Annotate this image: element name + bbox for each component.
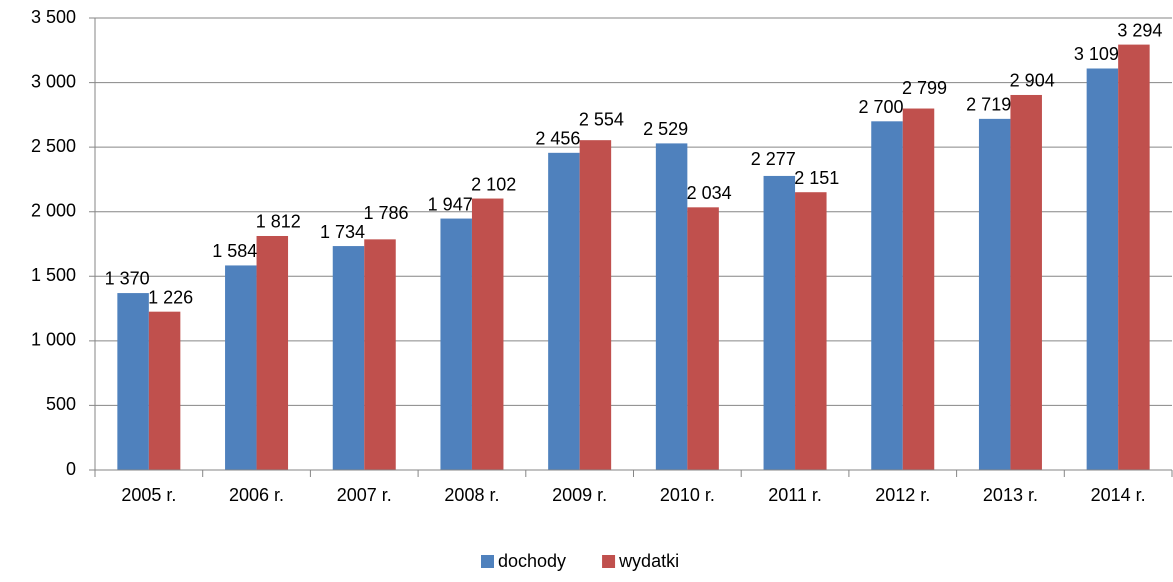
data-label: 1 734 <box>320 222 365 242</box>
x-tick-label: 2011 r. <box>768 485 822 505</box>
x-tick-label: 2008 r. <box>444 485 499 505</box>
bar <box>795 192 827 470</box>
data-label: 2 719 <box>966 95 1011 115</box>
bar <box>440 218 472 470</box>
x-tick-label: 2006 r. <box>229 485 284 505</box>
data-label: 1 812 <box>256 212 301 232</box>
data-label: 3 294 <box>1117 20 1162 40</box>
x-tick-label: 2005 r. <box>121 485 176 505</box>
x-tick-label: 2007 r. <box>337 485 392 505</box>
legend-swatch <box>481 555 494 568</box>
bar <box>1086 68 1119 470</box>
data-label: 1 584 <box>212 241 257 261</box>
y-tick-label: 2 500 <box>31 136 76 156</box>
y-tick-label: 1 000 <box>31 330 76 350</box>
y-tick-label: 2 000 <box>31 200 76 220</box>
data-label: 2 529 <box>643 119 688 139</box>
data-label: 1 947 <box>428 194 473 214</box>
bar <box>579 140 612 471</box>
bar <box>332 246 365 470</box>
bar <box>148 311 181 470</box>
bar <box>687 207 719 470</box>
y-tick-label: 3 500 <box>31 7 76 27</box>
data-label: 1 786 <box>363 203 408 223</box>
data-label: 2 904 <box>1010 71 1055 91</box>
bar <box>655 143 688 471</box>
bar <box>763 175 796 470</box>
y-tick-label: 500 <box>46 394 76 414</box>
bar <box>256 235 289 470</box>
bar <box>471 198 504 470</box>
legend-swatch <box>602 555 616 568</box>
legend-label: wydatki <box>618 551 679 571</box>
y-tick-label: 0 <box>66 459 76 479</box>
x-tick-label: 2014 r. <box>1091 485 1146 505</box>
bar <box>978 118 1011 471</box>
y-tick-label: 3 000 <box>31 71 76 91</box>
x-tick-label: 2013 r. <box>983 485 1038 505</box>
bar <box>364 239 396 470</box>
data-label: 1 370 <box>105 268 150 288</box>
data-label: 2 151 <box>794 168 839 188</box>
data-label: 2 034 <box>687 183 732 203</box>
bar <box>1118 44 1150 471</box>
data-label: 2 700 <box>858 97 903 117</box>
bar <box>871 121 903 471</box>
x-tick-label: 2010 r. <box>660 485 715 505</box>
data-label: 2 277 <box>751 149 796 169</box>
legend-label: dochody <box>498 551 566 571</box>
data-label: 1 226 <box>148 287 193 307</box>
y-tick-label: 1 500 <box>31 265 76 285</box>
data-label: 2 554 <box>579 110 624 130</box>
bar <box>117 293 149 470</box>
bar <box>1010 94 1042 470</box>
x-tick-label: 2009 r. <box>552 485 607 505</box>
bar <box>548 152 580 471</box>
data-label: 2 799 <box>902 78 947 98</box>
bar <box>902 108 935 470</box>
data-label: 2 456 <box>535 129 580 149</box>
x-tick-label: 2012 r. <box>875 485 930 505</box>
data-label: 3 109 <box>1074 44 1119 64</box>
bar <box>225 265 257 470</box>
data-label: 2 102 <box>471 174 516 194</box>
